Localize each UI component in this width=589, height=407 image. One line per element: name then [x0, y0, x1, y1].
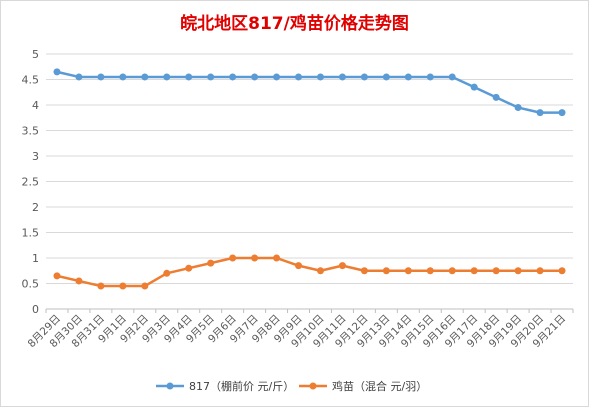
legend: 817（棚前价 元/斤） 鸡苗（混合 元/羽） [156, 379, 427, 393]
chart-title: 皖北地区817/鸡苗价格走势图 [180, 14, 409, 34]
y-axis: 0 0.5 1 1.5 2 2.5 3 3.5 4 4.5 5 [22, 48, 40, 316]
legend-marker [166, 382, 174, 390]
data-point [536, 267, 544, 275]
y-tick-label: 0 [32, 303, 39, 316]
data-point [295, 262, 303, 270]
data-point [229, 73, 237, 81]
series-line [56, 256, 563, 288]
data-point [75, 73, 83, 81]
data-point [404, 267, 412, 275]
series-2 [53, 254, 566, 290]
data-point [514, 267, 522, 275]
x-axis: 8月29日8月30日8月31日9月1日9月2日9月3日9月4日9月5日9月6日9… [26, 309, 574, 350]
data-point [558, 109, 566, 117]
y-tick-label: 3 [32, 150, 39, 163]
data-point [185, 264, 193, 272]
y-tick-label: 0.5 [22, 278, 40, 291]
data-point [382, 267, 390, 275]
data-point [119, 73, 127, 81]
data-point [338, 262, 346, 270]
data-point [141, 282, 149, 290]
y-tick-label: 5 [32, 48, 39, 61]
series-1 [53, 68, 566, 117]
data-point [492, 267, 500, 275]
data-point [426, 73, 434, 81]
data-point [273, 73, 281, 81]
data-point [295, 73, 303, 81]
data-point [536, 109, 544, 117]
data-point [163, 73, 171, 81]
data-point [251, 254, 259, 262]
y-tick-label: 2 [32, 201, 39, 214]
series-layer [53, 68, 566, 290]
data-point [97, 73, 105, 81]
data-point [360, 73, 368, 81]
legend-item-1: 817（棚前价 元/斤） [156, 379, 294, 393]
data-point [382, 73, 390, 81]
data-point [53, 272, 61, 280]
legend-label: 鸡苗（混合 元/羽） [332, 379, 427, 393]
data-point [448, 267, 456, 275]
data-point [404, 73, 412, 81]
data-point [97, 282, 105, 290]
data-point [119, 282, 127, 290]
y-tick-label: 1 [32, 252, 39, 265]
y-tick-label: 3.5 [22, 125, 40, 138]
data-point [338, 73, 346, 81]
data-point [448, 73, 456, 81]
legend-item-2: 鸡苗（混合 元/羽） [299, 379, 427, 393]
data-point [75, 277, 83, 285]
data-point [316, 267, 324, 275]
data-point [251, 73, 259, 81]
y-tick-label: 2.5 [22, 176, 40, 189]
data-point [185, 73, 193, 81]
legend-label: 817（棚前价 元/斤） [189, 379, 294, 393]
legend-marker [309, 382, 317, 390]
series-line [56, 70, 563, 114]
data-point [316, 73, 324, 81]
data-point [558, 267, 566, 275]
data-point [514, 104, 522, 112]
data-point [470, 83, 478, 91]
data-point [273, 254, 281, 262]
y-tick-label: 4.5 [22, 74, 40, 87]
data-point [207, 73, 215, 81]
data-point [360, 267, 368, 275]
data-point [470, 267, 478, 275]
data-point [426, 267, 434, 275]
y-tick-label: 4 [32, 99, 39, 112]
y-tick-label: 1.5 [22, 227, 40, 240]
data-point [207, 259, 215, 267]
data-point [492, 93, 500, 101]
data-point [141, 73, 149, 81]
data-point [163, 269, 171, 277]
data-point [53, 68, 61, 76]
data-point [229, 254, 237, 262]
